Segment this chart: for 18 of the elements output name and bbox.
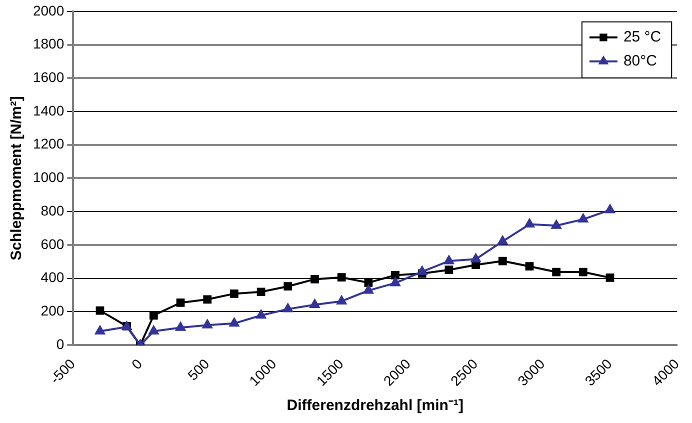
y-tick-label: 400 [40, 269, 64, 286]
y-tick-label: 1000 [32, 169, 64, 186]
y-tick-label: 1600 [32, 69, 64, 85]
y-tick-label: 800 [40, 202, 64, 218]
y-tick-label: 1800 [32, 36, 64, 52]
x-tick-label: -500 [46, 355, 78, 387]
y-tick-label: 200 [40, 302, 64, 319]
y-tick-label: 600 [40, 236, 64, 252]
y-tick-label: 2000 [32, 2, 64, 18]
y-tick-label: 1400 [32, 102, 64, 118]
legend-label: 25 °C [623, 28, 662, 46]
y-tick-label: 0 [56, 336, 64, 352]
x-tick-label: 0 [128, 355, 146, 372]
x-axis-title: Differenzdrehzahl [min⁻¹] [286, 397, 464, 414]
y-axis-title: Schleppmoment [N/m²] [8, 96, 26, 260]
x-tick-label: 500 [184, 355, 212, 384]
legend-label: 80°C [623, 52, 658, 70]
y-tick-label: 1200 [32, 136, 64, 152]
